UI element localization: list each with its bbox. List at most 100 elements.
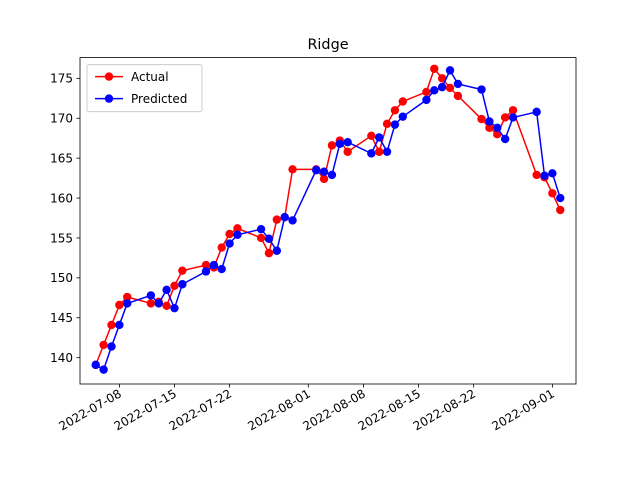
series-0-point-24 [343,147,352,156]
series-1-point-3 [115,320,124,330]
series-1-point-33 [445,66,455,75]
series-1-point-19 [288,216,297,225]
series-0-point-19 [288,165,297,174]
series-1-point-34 [453,79,463,89]
series-1-point-2 [107,342,116,351]
series-0-point-31 [430,64,439,73]
series-1-point-26 [374,133,384,142]
series-0-point-8 [170,281,179,291]
series-1-point-25 [367,149,376,158]
series-0-point-5 [146,299,156,308]
y-tick-label-1: 145 [50,311,73,325]
series-1-point-28 [390,120,400,129]
x-tick-label-7: 2022-09-01 [489,386,556,433]
series-1-point-7 [162,285,171,295]
x-tick-label-2: 2022-07-22 [167,386,234,433]
series-0-point-42 [548,189,557,198]
series-0-point-43 [556,205,565,215]
series-1-point-17 [272,246,282,255]
series-0-point-38 [500,113,510,122]
series-1-point-20 [311,165,321,175]
series-1-point-12 [217,264,226,274]
series-0-point-35 [477,114,486,124]
series-1-point-6 [154,299,163,308]
series-1-point-31 [430,86,439,95]
series-1-point-10 [201,267,211,276]
y-axis: 140 145 150 155 160 165 170 175 [50,72,80,365]
legend-label-0: Actual [131,70,169,84]
series-0-point-34 [453,91,463,101]
series-0-point-33 [445,83,455,93]
series-0-point-22 [327,141,337,150]
series-1-point-16 [264,234,274,243]
legend-marker-0 [104,72,114,81]
legend-marker-1 [104,94,114,103]
series-1-point-18 [280,213,289,222]
series-0-point-16 [264,248,274,258]
series-1-point-27 [382,147,392,156]
series-line-1 [95,68,561,371]
series-0-point-26 [374,147,384,156]
series-layer [91,64,565,374]
series-1-point-37 [493,123,502,133]
series-1-point-13 [225,239,234,248]
x-tick-label-6: 2022-08-22 [411,386,478,433]
series-0-point-3 [115,300,124,310]
legend-label-1: Predicted [131,92,187,106]
series-1-point-40 [532,107,541,117]
series-0-point-15 [256,233,266,243]
series-0-point-17 [272,215,282,224]
chart-title: Ridge [307,37,348,53]
series-0-point-9 [178,266,187,275]
series-1-point-21 [319,167,329,176]
series-1-point-36 [485,117,494,126]
series-1-point-4 [123,299,132,308]
series-1-point-0 [91,360,100,370]
y-tick-label-2: 150 [50,271,73,285]
series-1-point-39 [508,113,518,122]
series-1-point-32 [437,82,447,92]
series-1-point-43 [556,193,565,203]
series-0-point-32 [437,74,447,83]
series-1-point-9 [178,280,187,289]
series-0-point-30 [422,87,431,97]
series-0-point-14 [233,224,242,233]
y-tick-label-3: 155 [50,231,73,245]
series-0-point-10 [201,260,211,270]
series-1-point-23 [335,139,345,148]
legend: Actual Predicted [86,64,203,113]
series-0-point-27 [382,119,392,129]
series-0-point-21 [319,174,329,184]
series-1-point-5 [146,291,156,300]
series-0-point-25 [367,131,376,141]
series-1-point-1 [99,365,108,374]
series-1-point-29 [398,112,407,121]
series-0-point-2 [107,320,116,330]
series-1-point-22 [327,170,337,180]
series-1-point-11 [209,260,219,270]
series-1-point-41 [540,171,549,180]
y-tick-label-4: 160 [50,191,73,205]
series-0-point-7 [162,301,171,310]
series-0-point-4 [123,292,132,302]
series-1-point-8 [170,303,179,313]
y-tick-label-7: 175 [50,72,73,86]
series-0-point-29 [398,97,407,106]
y-tick-label-0: 140 [50,351,73,365]
plot-area [79,57,577,385]
series-1-point-14 [233,230,242,239]
series-1-point-42 [548,169,557,178]
series-0-point-36 [485,123,494,133]
series-1-point-35 [477,85,486,94]
series-1-point-24 [343,137,352,147]
series-0-point-1 [99,340,108,350]
series-0-point-40 [532,170,541,180]
series-0-point-28 [390,106,400,115]
series-1-point-30 [422,95,431,105]
series-1-point-15 [256,224,266,234]
series-0-point-13 [225,229,234,239]
series-1-point-38 [500,134,510,144]
y-tick-label-6: 170 [50,112,73,126]
